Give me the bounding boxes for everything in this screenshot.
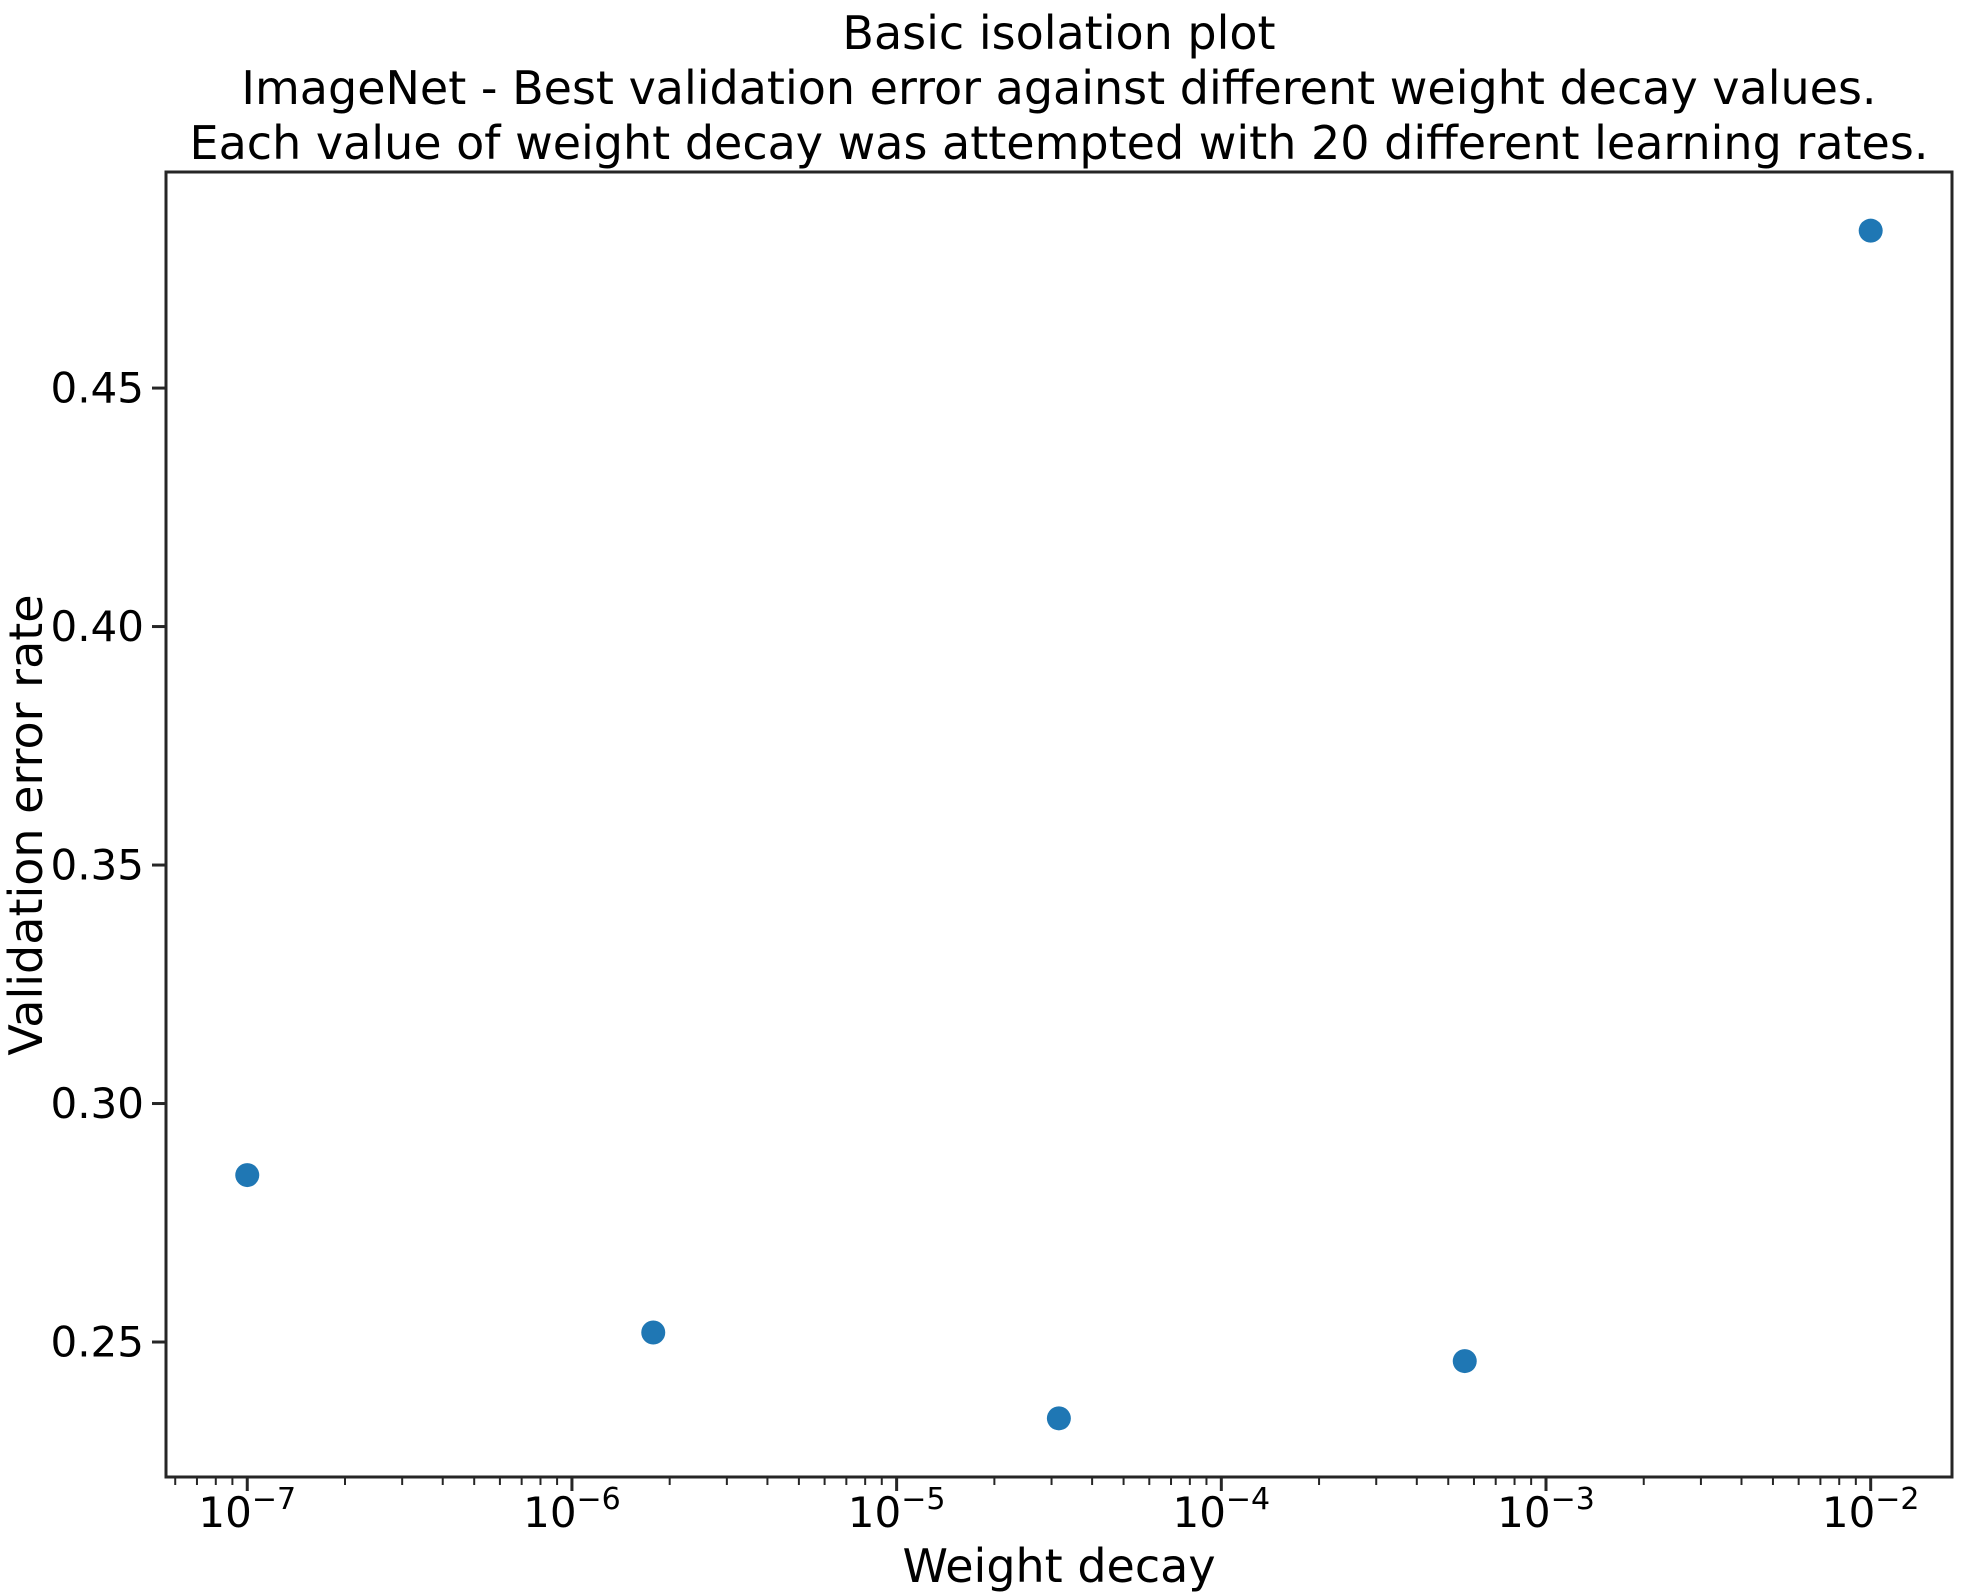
x-tick-label: 10−5 <box>848 1482 946 1537</box>
data-point <box>1046 1406 1071 1431</box>
chart-subtitle-line2: Each value of weight decay was attempted… <box>189 116 1929 170</box>
x-tick-label: 10−3 <box>1497 1482 1595 1537</box>
plot-spines <box>164 170 1954 1479</box>
data-point <box>1452 1349 1477 1374</box>
x-axis-label: Weight decay <box>902 1539 1215 1593</box>
y-tick-label: 0.40 <box>50 602 144 651</box>
plot-area: 0.25 0.30 0.35 0.40 0.45 10−7 10−6 10−5 10−4 10−3… <box>50 170 1954 1537</box>
chart-subtitle-line1: ImageNet - Best validation error against… <box>241 61 1877 115</box>
x-tick-label: 10−7 <box>198 1482 296 1537</box>
y-tick-label: 0.30 <box>50 1079 144 1128</box>
x-tick-label: 10−4 <box>1172 1482 1270 1537</box>
x-tick-label: 10−6 <box>523 1482 621 1537</box>
y-axis-label: Validation error rate <box>0 594 53 1055</box>
chart-title: Basic isolation plot <box>842 6 1276 60</box>
y-tick-label: 0.45 <box>50 364 144 413</box>
chart-title-block: Basic isolation plot ImageNet - Best val… <box>190 6 1929 171</box>
x-tick-label: 10−2 <box>1822 1482 1920 1537</box>
y-tick-label: 0.35 <box>50 841 144 890</box>
data-point <box>235 1163 260 1188</box>
data-point <box>641 1320 666 1345</box>
data-point <box>1858 218 1883 243</box>
y-tick-label: 0.25 <box>50 1318 144 1367</box>
